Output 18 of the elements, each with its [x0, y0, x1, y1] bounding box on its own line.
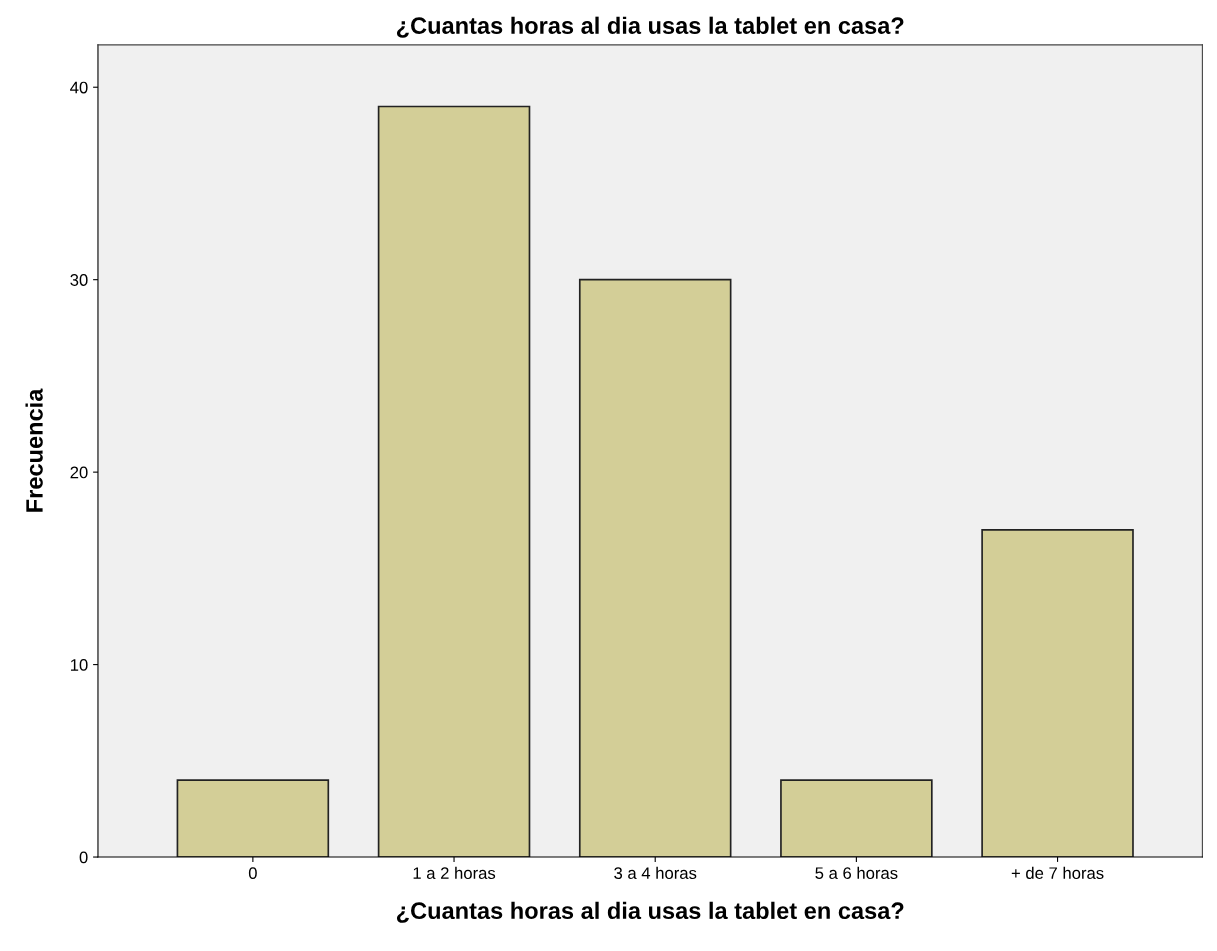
bar [578, 278, 732, 858]
y-tick-label: 10 [70, 658, 88, 671]
chart-title: ¿Cuantas horas al dia usas la tablet en casa? [396, 16, 904, 38]
bar [780, 779, 933, 858]
y-tick-label: 40 [70, 81, 88, 94]
bar [377, 105, 531, 858]
y-tick-label: 30 [70, 274, 88, 286]
bar [176, 779, 330, 858]
x-tick-label: 3 a 4 horas [614, 866, 697, 880]
bar [981, 529, 1134, 858]
y-axis-title: Frecuencia [25, 388, 43, 512]
x-tick-label: 0 [248, 867, 257, 880]
x-tick-label: 5 a 6 horas [815, 866, 898, 880]
x-tick-label: 1 a 2 horas [413, 866, 496, 880]
y-tick-label: 20 [70, 466, 88, 479]
x-tick-label: + de 7 horas [1011, 866, 1104, 880]
y-tick-label: 0 [79, 851, 88, 864]
x-axis-title: ¿Cuantas horas al dia usas la tablet en casa? [396, 901, 904, 923]
